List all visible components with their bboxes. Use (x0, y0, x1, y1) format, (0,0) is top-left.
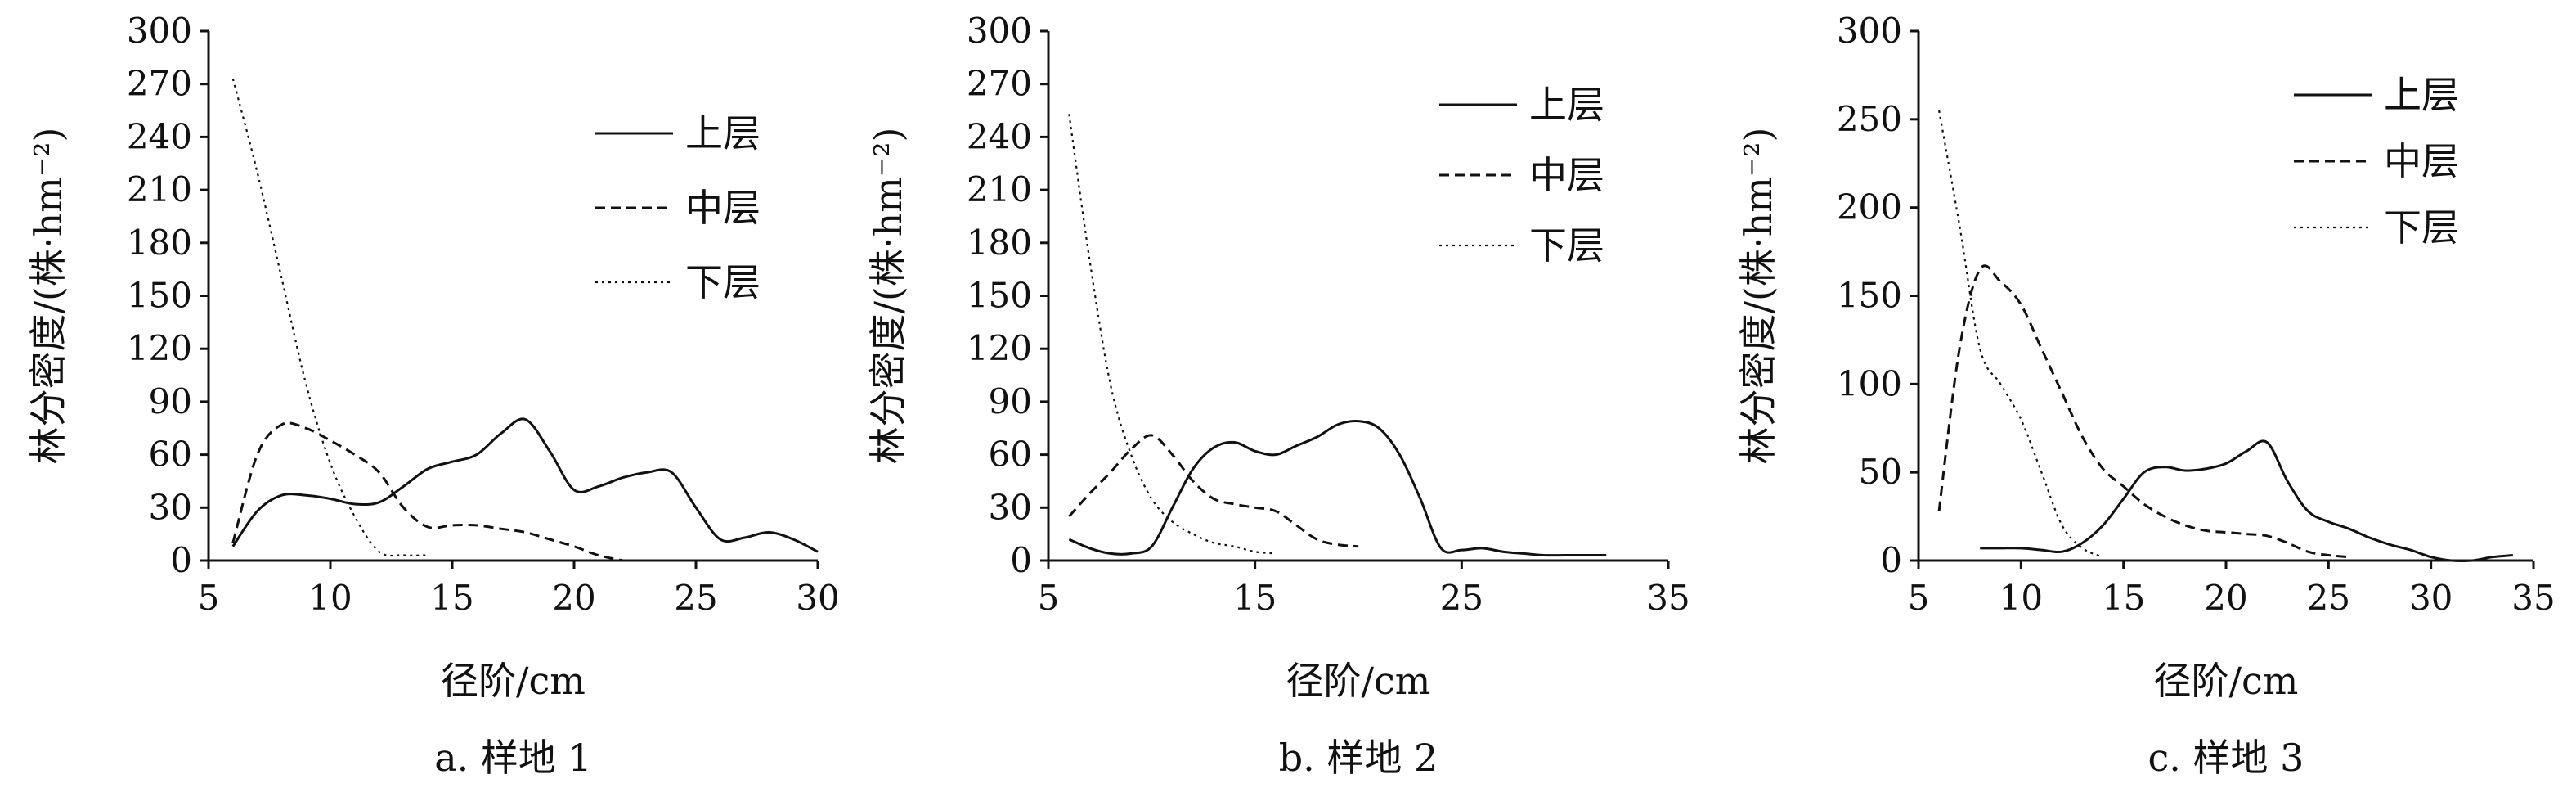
y-tick-label: 180 (127, 223, 192, 263)
series-line-2 (1068, 434, 1359, 548)
chart-panel-2: 0 30 60 90 120 150 180 210 240 270 300 5 15 25 35 径阶/cm… (866, 11, 1690, 780)
y-axis-label: 林分密度/(株·hm⁻²) (866, 128, 910, 465)
chart-caption: b. 样地 2 (1279, 736, 1438, 780)
x-tick-label: 20 (552, 578, 595, 618)
y-tick-label: 270 (967, 64, 1032, 104)
chart-caption: c. 样地 3 (2148, 736, 2304, 780)
legend-entry: 上层 (1529, 83, 1604, 127)
y-tick-label: 270 (127, 64, 192, 104)
x-tick-label: 25 (2307, 578, 2350, 618)
series-line-3 (1938, 110, 2104, 558)
x-axis-label: 径阶/cm (2154, 659, 2299, 703)
chart-panel-3: 0 50 100 150 200 250 300 5 10 15 20 25 30 35 径阶/cm 林分密度… (1736, 11, 2556, 780)
y-tick-label: 120 (127, 328, 192, 368)
series-line-3 (231, 78, 429, 557)
y-tick-label: 0 (1010, 540, 1032, 580)
series-line-2 (1937, 264, 2349, 559)
y-tick-label: 0 (1880, 540, 1902, 580)
x-tick-label: 30 (796, 578, 839, 618)
x-axis-label: 径阶/cm (1286, 659, 1431, 703)
series-line-3 (1068, 114, 1277, 555)
y-tick-label: 150 (967, 276, 1032, 316)
y-tick-label: 200 (1837, 187, 1902, 227)
y-axis-label: 林分密度/(株·hm⁻²) (1736, 128, 1780, 465)
y-tick-label: 210 (967, 169, 1032, 209)
series-line-2 (231, 421, 623, 562)
chart-caption: a. 样地 1 (434, 736, 592, 780)
y-tick-label: 150 (127, 276, 192, 316)
y-tick-label: 240 (967, 116, 1032, 156)
y-tick-label: 150 (1837, 276, 1902, 316)
legend-entry: 下层 (1529, 223, 1604, 268)
y-tick-label: 300 (1837, 11, 1902, 51)
legend-entry: 上层 (2384, 73, 2459, 117)
y-tick-label: 180 (967, 223, 1032, 263)
series-line-1 (231, 417, 819, 553)
x-tick-label: 5 (1908, 578, 1930, 618)
y-tick-label: 50 (1859, 452, 1902, 492)
legend-entry: 上层 (685, 111, 761, 155)
x-tick-label: 25 (1440, 578, 1483, 618)
y-tick-label: 60 (989, 435, 1032, 475)
legend-entry: 中层 (685, 186, 761, 230)
y-tick-label: 90 (149, 381, 192, 421)
x-tick-label: 15 (430, 578, 473, 618)
y-tick-label: 210 (127, 169, 192, 209)
y-tick-label: 30 (149, 487, 192, 527)
y-tick-label: 300 (967, 11, 1032, 51)
x-tick-label: 5 (198, 578, 220, 618)
y-tick-label: 60 (149, 435, 192, 475)
legend-entry: 下层 (2384, 205, 2459, 250)
legend-entry: 下层 (685, 260, 761, 304)
y-tick-label: 250 (1837, 99, 1902, 139)
y-tick-label: 300 (127, 11, 192, 51)
x-tick-label: 15 (1233, 578, 1277, 618)
x-tick-label: 30 (2409, 578, 2453, 618)
y-tick-label: 100 (1837, 363, 1902, 403)
x-axis-label: 径阶/cm (441, 659, 586, 703)
y-tick-label: 0 (170, 540, 192, 580)
y-tick-label: 90 (989, 381, 1032, 421)
series-line-1 (1068, 419, 1607, 557)
x-tick-label: 35 (2511, 578, 2555, 618)
y-tick-label: 30 (989, 487, 1032, 527)
legend-entry: 中层 (1529, 153, 1604, 197)
y-tick-label: 120 (967, 328, 1032, 368)
x-tick-label: 20 (2204, 578, 2247, 618)
x-tick-label: 5 (1038, 578, 1060, 618)
chart-panel-1: 0 30 60 90 120 150 180 210 240 270 300 5 10 15 20 25 30 径… (26, 11, 840, 780)
legend-entry: 中层 (2384, 139, 2459, 183)
x-tick-label: 35 (1646, 578, 1690, 618)
x-tick-label: 25 (674, 578, 717, 618)
y-axis-label: 林分密度/(株·hm⁻²) (26, 128, 70, 465)
x-tick-label: 10 (308, 578, 352, 618)
series-line-1 (1980, 439, 2514, 563)
y-tick-label: 240 (127, 116, 192, 156)
x-tick-label: 15 (2102, 578, 2145, 618)
x-tick-label: 10 (1999, 578, 2043, 618)
